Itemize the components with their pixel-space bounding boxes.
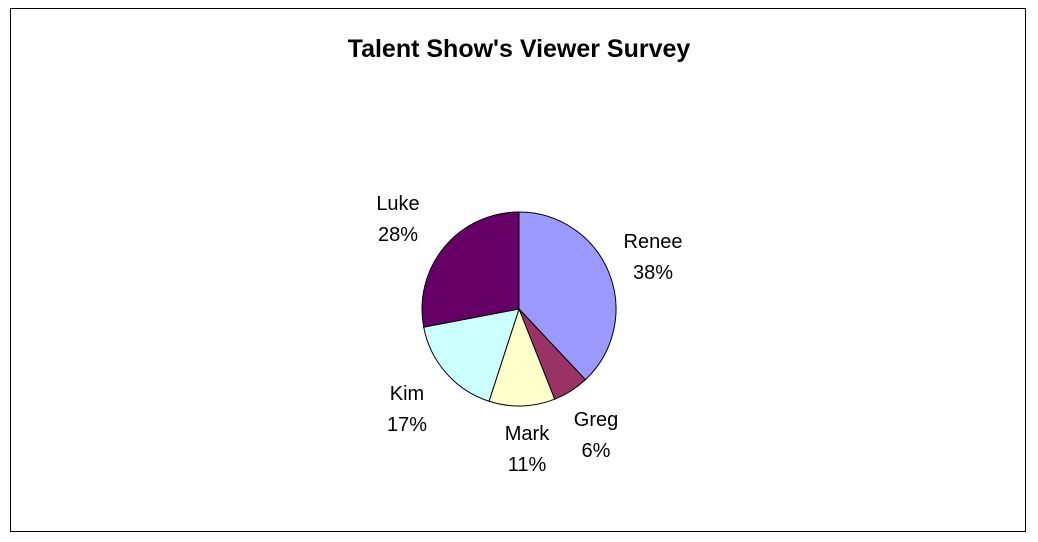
- pie-slice-luke: [421, 211, 520, 328]
- chart-title: Talent Show's Viewer Survey: [347, 35, 691, 63]
- data-label-name-mark: Mark: [505, 423, 550, 445]
- data-label-value-kim: 17%: [387, 414, 427, 436]
- data-label-name-renee: Renee: [624, 231, 683, 253]
- data-label-name-greg: Greg: [574, 409, 618, 431]
- data-label-value-renee: 38%: [633, 262, 673, 284]
- data-label-value-greg: 6%: [582, 440, 611, 462]
- chart-area: Talent Show's Viewer Survey Renee 38% Greg…: [10, 8, 1026, 532]
- data-label-value-luke: 28%: [378, 224, 418, 246]
- pie-chart: Renee 38% Greg 6% Mark 11% Kim 17% Luke 28%: [376, 193, 683, 476]
- data-label-value-mark: 11%: [508, 454, 547, 476]
- data-label-name-kim: Kim: [390, 383, 424, 405]
- data-label-name-luke: Luke: [376, 193, 419, 215]
- pie-slice-mark: [488, 307, 556, 407]
- pie-slice-renee: [518, 211, 617, 381]
- pie-slice-kim: [423, 308, 520, 402]
